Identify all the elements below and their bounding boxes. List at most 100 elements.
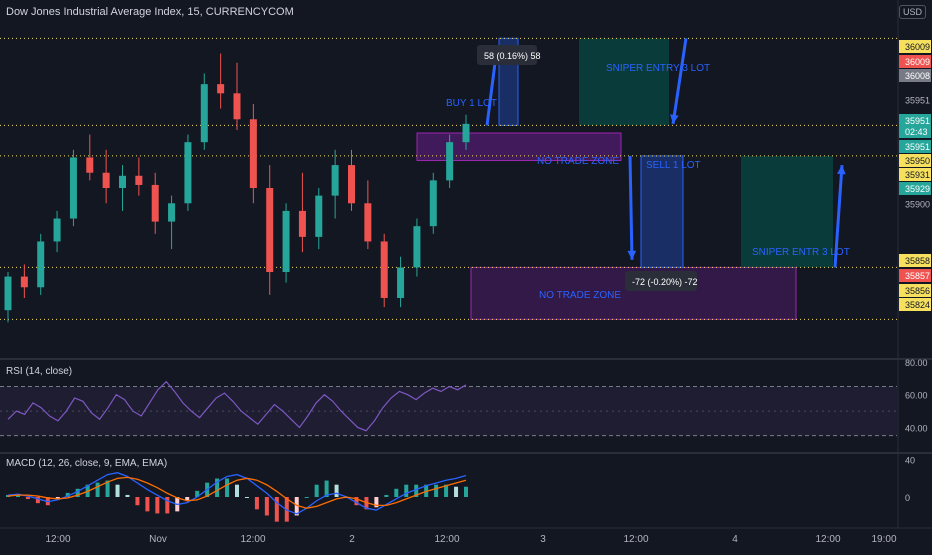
price-tick: 35951 [905,95,930,105]
macd-histogram-bar [165,497,170,514]
candle-body [86,157,94,173]
macd-label: MACD (12, 26, close, 9, EMA, EMA) [6,458,168,469]
time-tick: Nov [149,534,167,545]
candle-body [53,218,61,242]
rsi-tick: 40.00 [905,423,928,433]
time-tick: 19:00 [871,534,896,545]
level-label-bg [899,140,931,153]
macd-histogram-bar [95,482,100,497]
macd-histogram-bar [304,497,309,498]
macd-histogram-bar [264,497,269,516]
rsi-band [0,386,897,436]
candle-body [233,93,241,120]
macd-histogram-bar [155,497,160,514]
candle-body [4,276,12,311]
macd-histogram-bar [464,486,468,497]
candle-body [102,172,110,188]
sniper-zone-top [579,38,669,126]
macd-histogram-bar [434,484,439,497]
macd-histogram-bar [244,497,249,498]
macd-line [7,472,467,515]
measure-down-bg [625,271,697,291]
rsi-tick: 60.00 [905,391,928,401]
arrow-sniper-top [671,38,688,125]
level-label-bg [899,69,931,82]
macd-histogram-bar [444,484,449,497]
candle-body [364,203,372,242]
level-label: 35931 [905,170,930,180]
macd-histogram-bar [75,488,80,497]
macd-histogram-bar [185,497,190,502]
arrow-sell-head [627,250,637,260]
candle-body [168,203,176,222]
level-label: 36009 [905,42,930,52]
macd-histogram-bar [294,497,299,516]
rsi-line [7,380,467,432]
level-label: 35857 [905,271,930,281]
candle-body [413,226,421,268]
macd-histogram-bar [414,484,419,497]
time-tick: 12:00 [45,534,70,545]
macd-histogram-bar [105,480,110,497]
macd-histogram-bar [55,497,60,500]
sniper-entry-bottom-label: SNIPER ENTR 3 LOT [752,247,850,258]
signal-line [7,476,467,509]
level-label-bg [899,254,931,267]
candle-body [151,184,159,222]
macd-histogram-bar [145,497,150,512]
level-label: 02:43 [905,127,928,137]
candle-body [119,175,126,188]
macd-histogram-bar [15,494,20,497]
macd-histogram-bar [314,484,319,497]
rsi-label: RSI (14, close) [6,366,73,377]
time-tick: 12:00 [815,534,840,545]
macd-histogram-bar [254,497,259,510]
level-label: 35951 [905,142,930,152]
level-label: 35858 [905,256,930,266]
currency-badge[interactable]: USD [898,5,926,19]
no-trade-top-label: NO TRADE ZONE [537,156,619,167]
buy-label: BUY 1 LOT [446,98,497,109]
level-label-bg [899,154,931,167]
level-label-bg [899,168,931,181]
candle-body [249,119,257,188]
macd-histogram-bar [115,484,120,497]
candle-body [380,241,388,298]
macd-histogram-bar [65,492,70,497]
level-label: 36009 [905,57,930,67]
candle-body [315,195,323,237]
level-label-bg [899,284,931,297]
level-label-bg [899,40,931,53]
level-label-bg [899,269,931,282]
macd-histogram-bar [394,488,399,497]
level-label: 35929 [905,184,930,194]
arrow-sniper-bottom-head [837,165,846,175]
macd-histogram-bar [35,497,40,504]
level-label-bg [899,298,931,311]
level-label-bg [899,55,931,68]
macd-histogram-bar [374,497,379,508]
macd-histogram-bar [195,490,200,497]
macd-histogram-bar [334,484,339,497]
time-tick: 12:00 [240,534,265,545]
no-trade-bottom-label: NO TRADE ZONE [539,290,621,301]
measure-up-label: 58 (0.16%) 58 [484,51,541,61]
candle-body [266,188,274,272]
rsi-tick: 80.00 [905,358,928,368]
arrow-sniper-bottom [833,164,844,268]
candle-body [462,123,470,143]
macd-histogram-bar [454,486,459,497]
candle-body [37,241,45,288]
macd-tick: 40 [905,456,915,466]
candle-body [200,84,208,143]
time-tick: 3 [540,534,546,545]
macd-histogram-bar [135,497,140,506]
candle-body [184,142,192,204]
measure-box-down [640,155,684,268]
candle-body [282,210,290,272]
level-label: 35951 [905,116,930,126]
level-label-bg [899,114,931,127]
macd-histogram-bar [404,484,409,497]
